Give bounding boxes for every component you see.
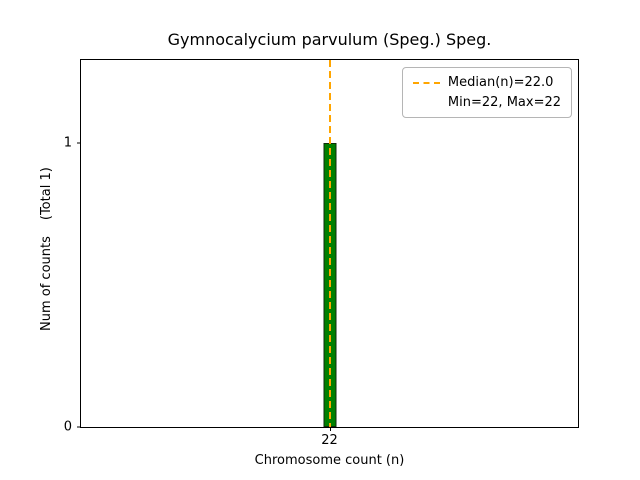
ytick-label-0: 0 — [63, 419, 72, 435]
y-axis-label: Num of counts — [39, 236, 54, 331]
ytick-mark-1 — [77, 142, 81, 144]
y-axis-total-label: (Total 1) — [39, 167, 54, 221]
median-dashed-line-icon — [412, 81, 440, 84]
legend: Median(n)=22.0 Min=22, Max=22 — [401, 67, 572, 118]
legend-label-minmax: Min=22, Max=22 — [447, 95, 561, 110]
ytick-label-1: 1 — [63, 135, 72, 151]
xtick-label-22: 22 — [321, 433, 338, 448]
plot-area: 0 1 22 Median(n)=22.0 Min=22, Max=22 — [64, 59, 579, 447]
legend-row-minmax: Min=22, Max=22 — [413, 95, 561, 110]
chart-title: Gymnocalycium parvulum (Speg.) Speg. — [167, 30, 492, 49]
legend-row-median: Median(n)=22.0 — [412, 75, 561, 90]
legend-label-median: Median(n)=22.0 — [447, 75, 554, 90]
x-axis-label: Chromosome count (n) — [254, 453, 405, 468]
y-axis-label-group: Num of counts (Total 1) — [39, 167, 54, 331]
median-line — [328, 60, 331, 427]
ytick-mark-0 — [77, 426, 81, 428]
xtick-mark-22 — [329, 427, 331, 431]
